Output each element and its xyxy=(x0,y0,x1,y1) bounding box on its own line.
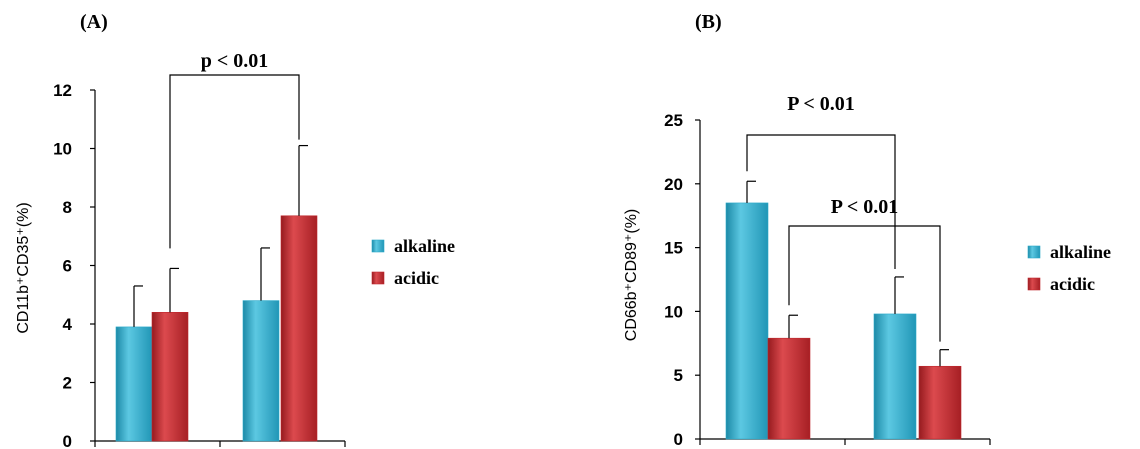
panel-b-y-tick-label: 0 xyxy=(674,430,683,449)
panel-b-y-tick-label: 15 xyxy=(664,239,683,258)
panel-a-y-tick-label: 10 xyxy=(53,140,72,159)
panel-b-bar-acidic xyxy=(918,365,962,440)
panel-a-chart: (A) CD11b⁺CD35⁺(%) 0 2 4 6 8 10 12 p < 0.01 alka… xyxy=(15,11,455,449)
panel-b-y-axis-label: CD66b⁺CD89⁺(%) xyxy=(623,209,640,341)
panel-a-bar-alkaline xyxy=(115,326,153,442)
panel-b-y-tick-label: 10 xyxy=(664,302,683,321)
panel-a-significance-bracket xyxy=(169,74,300,249)
panel-b-significance-label: P < 0.01 xyxy=(831,196,899,218)
panel-b-bar-acidic xyxy=(767,337,811,440)
panel-a-significance-label: p < 0.01 xyxy=(201,50,269,72)
panel-b-chart: (B) CD66b⁺CD89⁺(%) 0 5 10 15 20 25 P < 0.01 P <… xyxy=(623,11,1111,449)
panel-b-bar-alkaline xyxy=(873,313,917,440)
panel-a-y-tick-label: 4 xyxy=(63,315,73,334)
panel-a-y-tick-label: 0 xyxy=(63,432,72,449)
panel-b-significance-bracket xyxy=(746,134,896,269)
panel-a-y-tick-label: 8 xyxy=(63,198,72,217)
panel-a-y-axis-label: CD11b⁺CD35⁺(%) xyxy=(15,202,32,333)
panel-a-tag: (A) xyxy=(80,11,108,33)
panel-a-bar-acidic xyxy=(280,215,318,442)
panel-b-legend-alkaline-swatch xyxy=(1027,245,1041,259)
panel-b-significance-label: P < 0.01 xyxy=(787,93,855,115)
panel-b-legend-acidic-swatch xyxy=(1027,277,1041,291)
panel-a-bar-acidic xyxy=(151,311,189,442)
panel-a-legend-alkaline-label: alkaline xyxy=(394,236,455,256)
panel-a-bar-alkaline xyxy=(242,300,280,442)
panel-b-bar-alkaline xyxy=(725,202,769,440)
panel-b-legend-alkaline-label: alkaline xyxy=(1050,242,1111,262)
panel-a-y-tick-label: 12 xyxy=(53,81,72,100)
panel-b-significance-bracket xyxy=(788,225,941,342)
panel-a-legend-acidic-swatch xyxy=(371,271,385,285)
panel-b-y-tick-label: 20 xyxy=(664,175,683,194)
panel-a-legend-alkaline-swatch xyxy=(371,239,385,253)
panel-b-legend-acidic-label: acidic xyxy=(1050,274,1095,294)
panel-a-y-tick-label: 6 xyxy=(63,257,72,276)
panel-a-legend-acidic-label: acidic xyxy=(394,268,439,288)
panel-a-y-tick-label: 2 xyxy=(63,374,72,393)
panel-b-y-tick-label: 5 xyxy=(674,366,683,385)
panel-b-y-tick-label: 25 xyxy=(664,111,683,130)
panel-b-tag: (B) xyxy=(695,11,722,33)
